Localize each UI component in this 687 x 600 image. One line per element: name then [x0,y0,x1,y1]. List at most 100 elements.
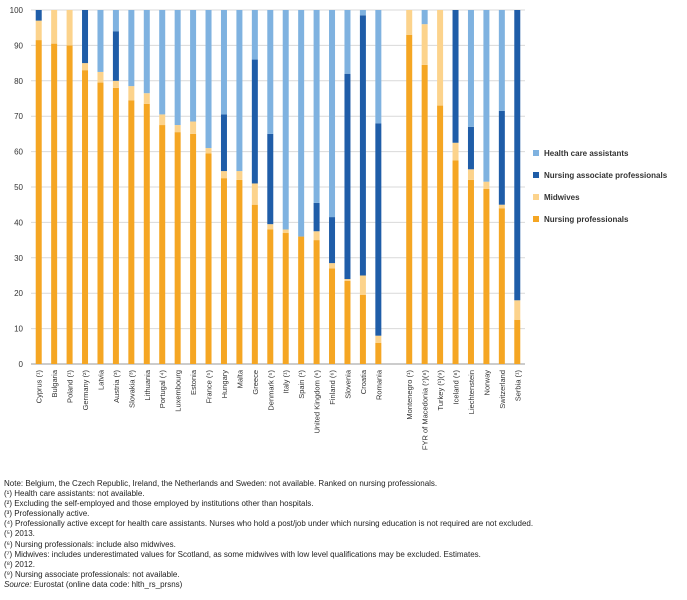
x-tick-label: Croatia [359,369,368,394]
bar-segment [329,263,336,269]
x-tick-label: Turkey (¹)(⁹) [436,370,445,411]
x-tick-label: Slovenia [343,369,352,399]
chart-notes: Note: Belgium, the Czech Republic, Irela… [4,479,684,590]
bar-segment [220,10,227,115]
legend: Health care assistants Nursing associate … [533,149,668,224]
bar-segment [112,80,119,88]
bar-segment [267,10,274,134]
bar-segment [174,132,181,364]
x-tick-label: France (⁵) [205,369,214,403]
bar-segment [251,10,258,60]
bar-segment [112,10,119,32]
bar-segment [205,153,212,364]
note-line: (⁵) 2013. [4,529,35,539]
bar-segment [143,93,150,104]
bar-segment [344,279,351,281]
bar-segment [97,71,104,83]
x-tick-label: Italy (¹) [282,370,291,394]
note-line: (²) Excluding the self-employed and thos… [4,499,314,509]
x-tick-label: Portugal (⁴) [158,370,167,409]
bar-segment [220,178,227,364]
bar-segment [329,217,336,264]
bar-segment [205,148,212,154]
bar-segment [514,300,521,320]
bar-segment [298,10,305,237]
bar-segment [174,10,181,126]
y-tick-label: 40 [14,218,23,227]
bar-segment [220,171,227,179]
bar-segment [267,133,274,225]
note-line: (¹) Health care assistants: not availabl… [4,489,145,499]
bar-segment [236,171,243,180]
bar-segment [190,121,197,134]
bar-segment [344,10,351,74]
x-tick-label: Switzerland [498,370,507,409]
bar-segment [498,110,505,205]
bar-segment [267,229,274,364]
bar-segment [251,183,258,205]
legend-label: Nursing associate professionals [544,171,668,180]
bar-segment [313,10,320,203]
note-line: (⁷) Midwives: includes underestimated va… [4,549,481,559]
bar-segment [375,335,382,343]
x-tick-label: Luxembourg [174,370,183,412]
bar-segment [359,275,366,295]
bar-segment [359,10,366,16]
x-tick-label: United Kingdom (⁶) [313,369,322,433]
x-tick-label: Norway [482,370,491,396]
bar-segment [498,204,505,209]
legend-item: Health care assistants [533,149,629,158]
x-tick-label: Poland (¹) [66,370,75,403]
bar-segment [143,10,150,94]
bar-segment [298,236,305,364]
bar-segment [82,70,89,365]
note-line: (⁸) 2012. [4,559,35,569]
bar-segment [421,10,428,25]
bar-segment [498,10,505,111]
x-tick-label: Serbia (¹) [513,370,522,402]
bar-segment [329,268,336,364]
note-line: (⁹) Nursing associate professionals: not… [4,569,180,579]
y-tick-label: 100 [10,6,24,15]
bar-segment [159,10,166,115]
bar-segment [82,63,89,71]
bar-segment [467,10,474,127]
bar-segment [51,43,58,364]
legend-item: Nursing associate professionals [533,171,668,180]
bar-segment [359,294,366,364]
source-line: Source: Eurostat (online data code: hlth… [4,580,684,590]
bar-segment [344,280,351,364]
bar-segment [66,10,73,46]
bar-segment [406,34,413,364]
legend-label: Nursing professionals [544,215,629,224]
bar-segment [128,100,135,365]
legend-swatch [533,172,539,178]
bar-segment [375,123,382,336]
bar-segment [251,59,258,184]
bar-segment [452,142,459,161]
bar-segment [112,31,119,81]
x-tick-label: Denmark (⁵) [266,370,275,411]
legend-item: Midwives [533,193,580,202]
bar-segment [282,229,289,234]
x-tick-label: Estonia [189,369,198,395]
x-tick-label: Malta [235,369,244,388]
source-label: Source: [4,579,32,589]
x-tick-label: Cyprus (¹) [35,370,44,404]
bar-segment [406,10,413,35]
bar-segment [35,10,42,21]
bar-segment [313,240,320,364]
y-tick-label: 90 [14,41,23,50]
x-tick-label: Austria (³) [112,370,121,403]
bar-segment [375,342,382,364]
x-tick-label: Finland (⁶) [328,369,337,404]
y-tick-label: 70 [14,112,23,121]
x-tick-label: Latvia [96,369,105,390]
bar-segment [97,10,104,72]
bar-segment [143,103,150,364]
x-tick-label: FYR of Macedonia (⁷)(⁸) [421,370,430,451]
bar-segment [467,169,474,180]
bars [35,10,521,365]
source-text: Eurostat (online data code: hlth_rs_prsn… [31,579,183,589]
bar-segment [236,179,243,364]
